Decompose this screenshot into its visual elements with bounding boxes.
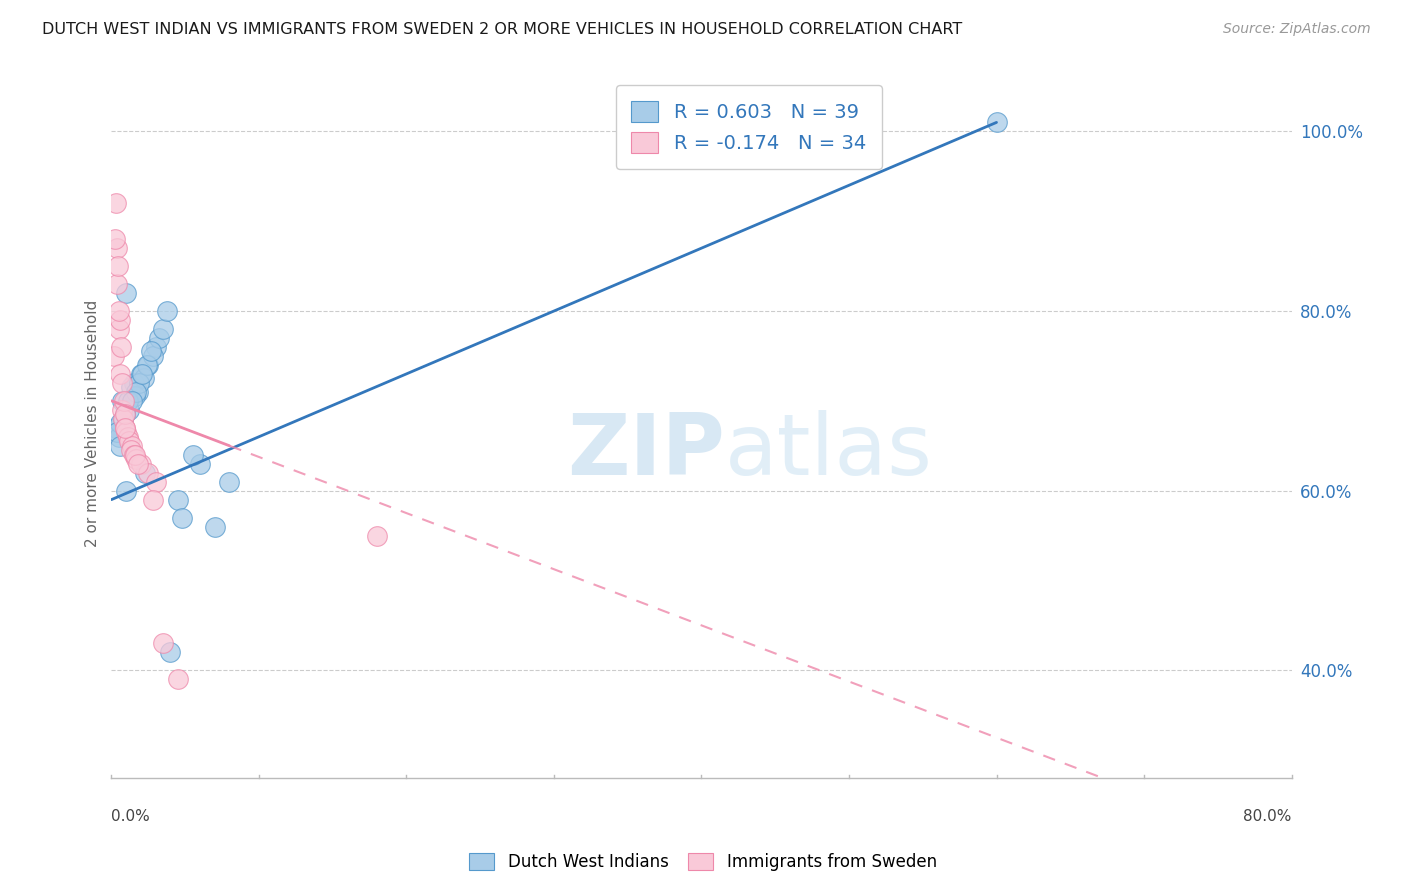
- Point: [112, 393, 135, 408]
- Point: [156, 304, 179, 318]
- Text: 80.0%: 80.0%: [1243, 809, 1292, 824]
- Point: [121, 439, 143, 453]
- Point: [112, 412, 135, 426]
- Point: [115, 286, 138, 301]
- Point: [120, 380, 142, 394]
- Point: [166, 492, 188, 507]
- Point: [114, 421, 136, 435]
- Point: [145, 340, 167, 354]
- Point: [111, 376, 134, 390]
- Point: [128, 376, 150, 390]
- Point: [148, 331, 170, 345]
- Point: [121, 393, 143, 408]
- Point: [124, 448, 146, 462]
- Point: [124, 389, 146, 403]
- Point: [110, 439, 132, 453]
- Point: [104, 232, 127, 246]
- Point: [103, 349, 125, 363]
- Point: [127, 384, 149, 399]
- Point: [114, 407, 136, 421]
- Point: [107, 322, 129, 336]
- Point: [172, 510, 194, 524]
- Point: [104, 421, 127, 435]
- Point: [110, 417, 132, 431]
- Point: [122, 448, 145, 462]
- Point: [159, 645, 181, 659]
- Point: [105, 425, 128, 440]
- Point: [188, 457, 211, 471]
- Point: [152, 636, 174, 650]
- Point: [108, 313, 131, 327]
- Point: [166, 672, 188, 686]
- Point: [110, 340, 132, 354]
- Point: [115, 425, 138, 440]
- Point: [105, 277, 128, 291]
- Point: [136, 466, 159, 480]
- Point: [125, 384, 148, 399]
- Point: [142, 349, 165, 363]
- Point: [218, 475, 240, 489]
- Point: [142, 492, 165, 507]
- Point: [107, 304, 129, 318]
- Point: [152, 322, 174, 336]
- Text: atlas: atlas: [725, 410, 934, 493]
- Point: [117, 393, 139, 408]
- Point: [117, 430, 139, 444]
- Legend: Dutch West Indians, Immigrants from Sweden: Dutch West Indians, Immigrants from Swed…: [461, 845, 945, 880]
- Point: [114, 407, 136, 421]
- Point: [110, 367, 132, 381]
- Point: [132, 371, 155, 385]
- Point: [129, 457, 152, 471]
- Point: [129, 367, 152, 381]
- Point: [107, 430, 129, 444]
- Point: [118, 402, 141, 417]
- Point: [118, 434, 141, 449]
- Point: [111, 402, 134, 417]
- Point: [112, 412, 135, 426]
- Point: [145, 475, 167, 489]
- Point: [366, 528, 388, 542]
- Point: [204, 519, 226, 533]
- Text: DUTCH WEST INDIAN VS IMMIGRANTS FROM SWEDEN 2 OR MORE VEHICLES IN HOUSEHOLD CORR: DUTCH WEST INDIAN VS IMMIGRANTS FROM SWE…: [42, 22, 963, 37]
- Point: [120, 443, 142, 458]
- Text: 0.0%: 0.0%: [111, 809, 150, 824]
- Point: [104, 196, 127, 211]
- Point: [115, 483, 138, 498]
- Point: [111, 393, 134, 408]
- Point: [105, 241, 128, 255]
- Point: [122, 376, 145, 390]
- Point: [141, 344, 163, 359]
- Point: [125, 452, 148, 467]
- Point: [134, 466, 156, 480]
- Text: Source: ZipAtlas.com: Source: ZipAtlas.com: [1223, 22, 1371, 37]
- Point: [131, 367, 153, 381]
- Point: [107, 259, 129, 273]
- Text: ZIP: ZIP: [568, 410, 725, 493]
- Point: [181, 448, 204, 462]
- Legend: R = 0.603   N = 39, R = -0.174   N = 34: R = 0.603 N = 39, R = -0.174 N = 34: [616, 86, 882, 169]
- Point: [986, 115, 1008, 129]
- Point: [135, 358, 157, 372]
- Point: [127, 457, 149, 471]
- Point: [114, 421, 136, 435]
- Y-axis label: 2 or more Vehicles in Household: 2 or more Vehicles in Household: [86, 300, 100, 547]
- Point: [136, 358, 159, 372]
